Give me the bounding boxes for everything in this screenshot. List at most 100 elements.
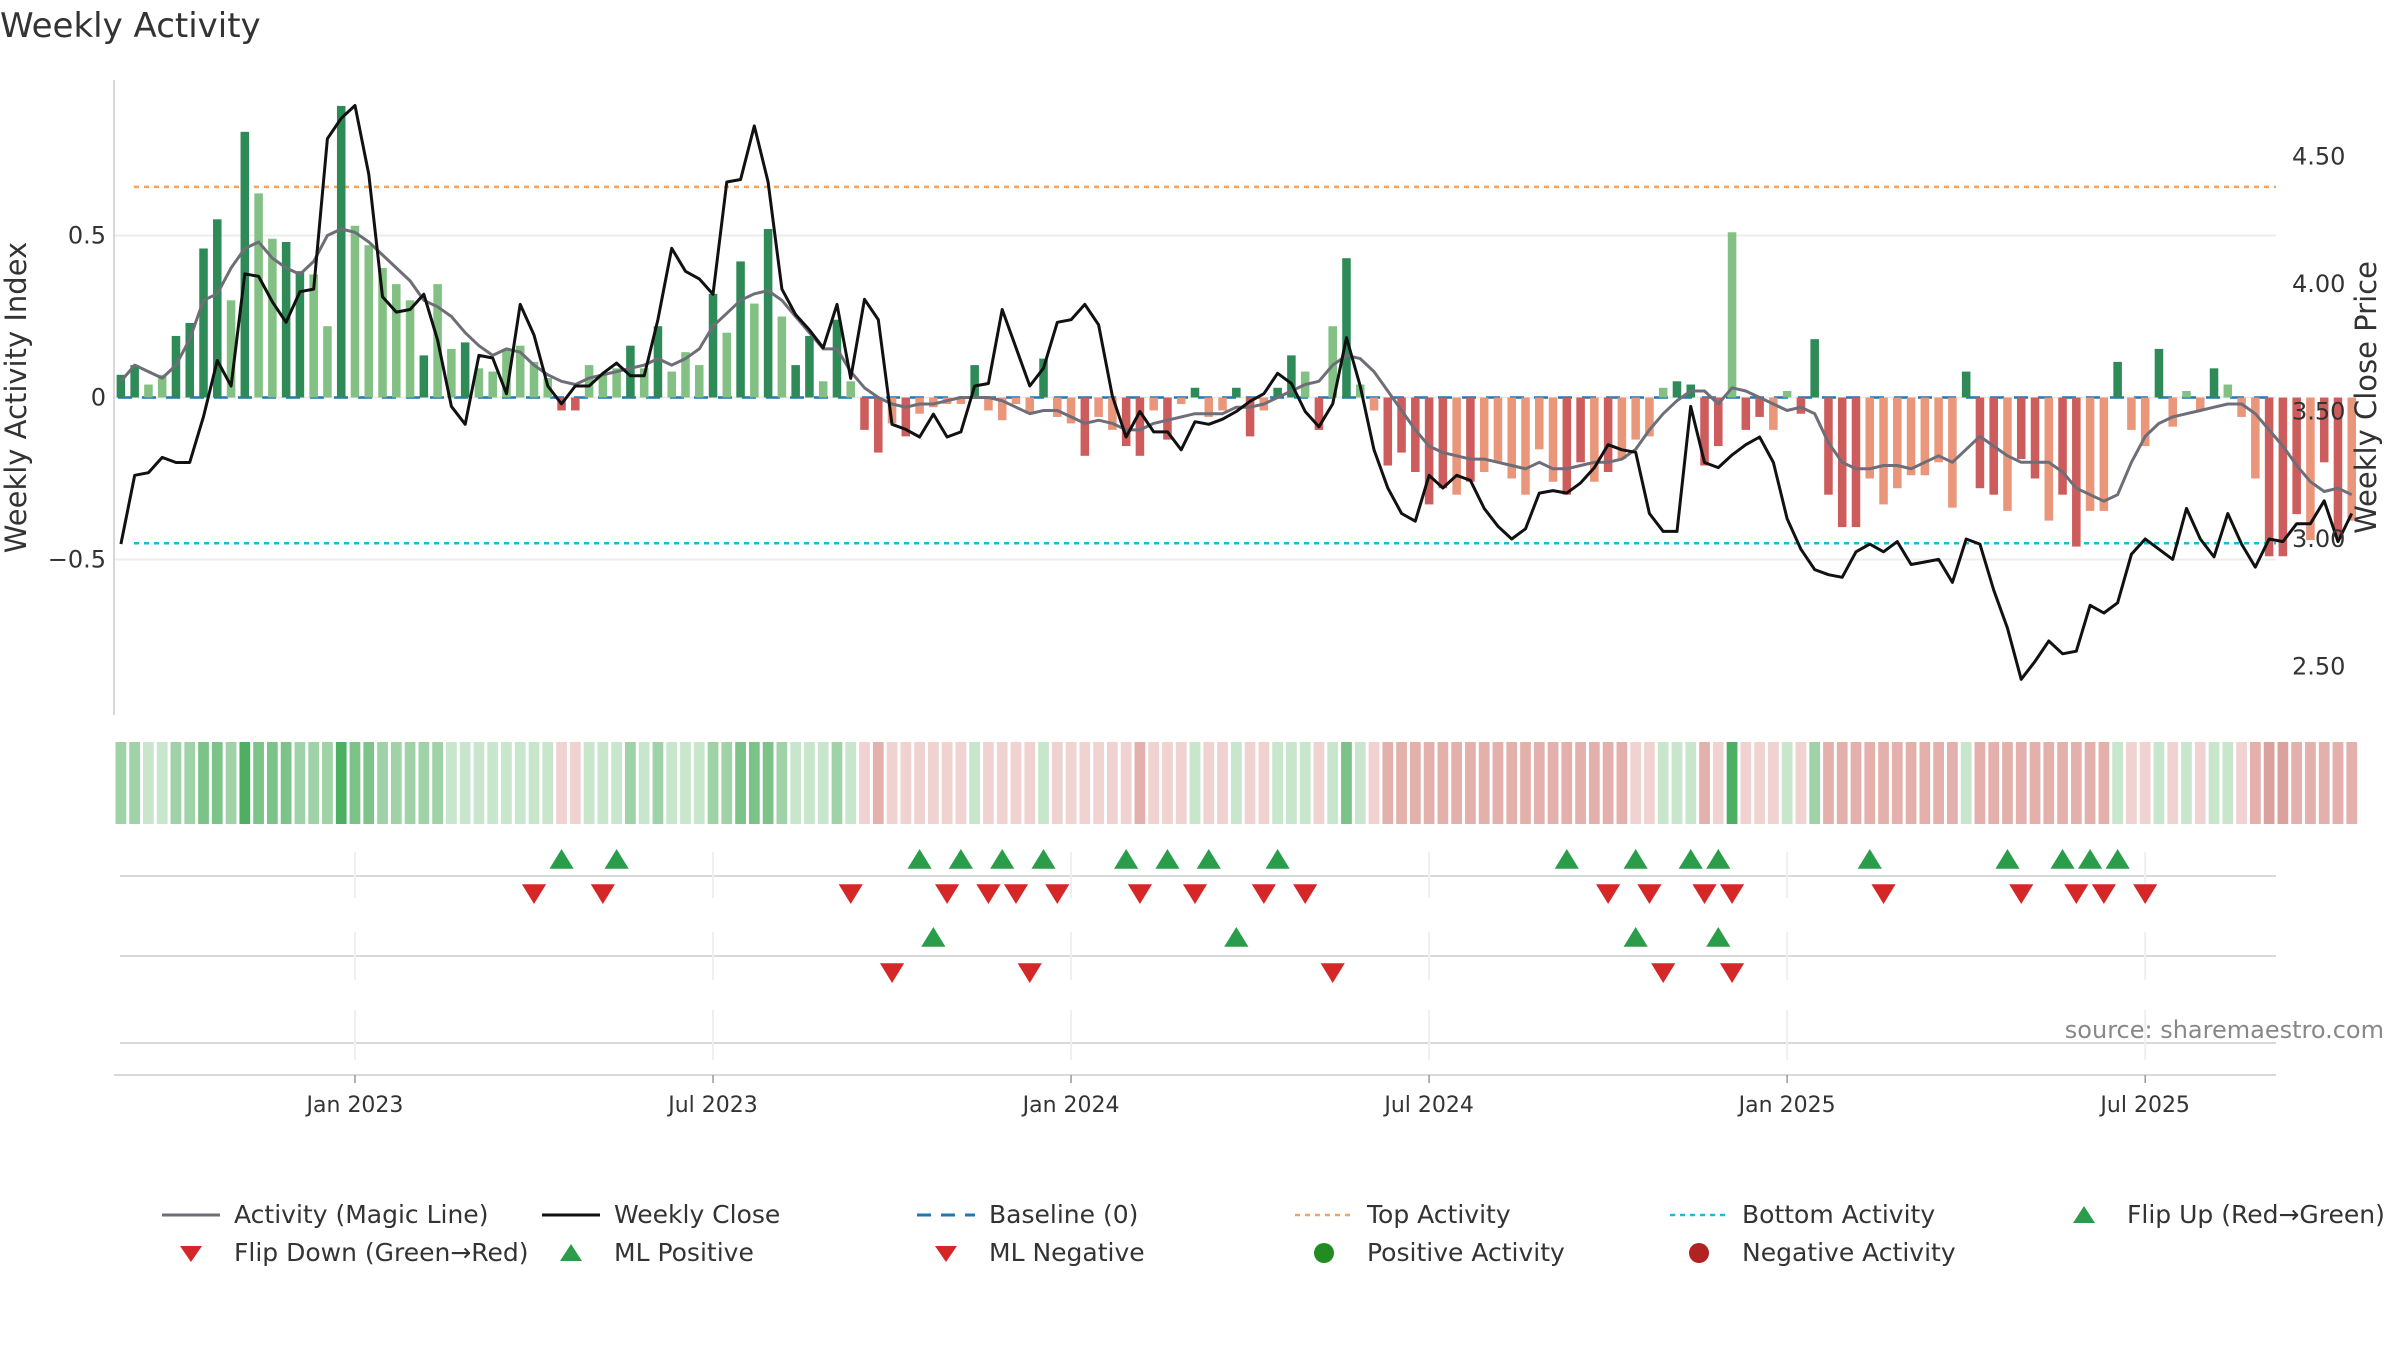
legend-label: ML Positive (614, 1238, 754, 1267)
activity-bar (1879, 397, 1888, 505)
flip-up-marker (1265, 849, 1290, 869)
activity-bar (1135, 397, 1145, 456)
heat-cell (2236, 742, 2247, 824)
heat-cell (2084, 742, 2096, 824)
legend-swatch-negact (1689, 1242, 1709, 1263)
heat-cell (1754, 742, 1765, 824)
activity-bar (722, 332, 732, 398)
heat-cell (1685, 742, 1697, 824)
activity-bar (901, 397, 911, 437)
legend-swatch-close (542, 1213, 600, 1216)
flip-down-marker (1637, 884, 1662, 904)
heat-cell (1327, 742, 1339, 824)
activity-bar (1466, 397, 1475, 482)
heat-cell (556, 742, 567, 824)
flip-up-marker (1706, 849, 1731, 869)
legend-swatch-bottom (1670, 1213, 1728, 1216)
heat-cell (335, 742, 347, 824)
heat-cell (872, 742, 884, 824)
ml-negative-marker (1017, 963, 1042, 983)
heat-cell (542, 742, 554, 824)
flip-up-marker (2077, 849, 2103, 869)
ml-positive-marker (1623, 927, 1648, 947)
heat-cell (1354, 742, 1366, 824)
activity-bar (1672, 381, 1682, 398)
flip-down-marker (2091, 884, 2116, 904)
y-tick-label: 0.5 (68, 222, 106, 250)
heat-cell (1396, 742, 1407, 824)
y2-tick-label: 4.50 (2292, 143, 2345, 171)
heat-cell (1905, 742, 1917, 824)
heat-cell (528, 742, 540, 824)
activity-bar (2168, 397, 2177, 427)
y-axis-label: Weekly Activity Index (0, 242, 33, 553)
activity-bar (529, 361, 539, 398)
heat-cell (322, 742, 333, 824)
activity-bar (708, 293, 718, 398)
flip-up-marker (1857, 849, 1882, 869)
activity-bar (2044, 397, 2054, 521)
activity-bar (1218, 397, 1227, 411)
flip-up-marker (1114, 849, 1139, 869)
activity-bar (667, 371, 676, 398)
heat-cell (748, 742, 760, 824)
activity-bar (1176, 397, 1186, 404)
activity-bar (336, 105, 346, 398)
activity-bar (736, 261, 745, 398)
heat-cell (266, 742, 278, 824)
weekly-activity-chart: 0.5 0 −0.5 4.50 4.00 3.50 3.00 2.50 Weekly Activ… (0, 80, 2383, 1118)
flip-down-marker (1251, 884, 1276, 904)
heat-cell (1010, 742, 1022, 824)
heat-cell (198, 742, 209, 824)
legend-label: Bottom Activity (1742, 1200, 1936, 1229)
x-tick-label: Jul 2023 (666, 1093, 758, 1118)
heat-cell (914, 742, 925, 824)
flip-down-marker (1182, 884, 1208, 904)
flip-down-marker (521, 884, 547, 904)
activity-bar (2016, 397, 2026, 460)
heat-cell (2057, 742, 2068, 824)
heat-cell (1547, 742, 1559, 824)
heat-cell (680, 742, 691, 824)
flip-down-marker (838, 884, 863, 904)
heat-cell (1630, 742, 1642, 824)
activity-bar (1534, 397, 1544, 450)
heat-cell (280, 742, 292, 824)
activity-bar (1521, 397, 1530, 495)
heat-cell (983, 742, 994, 824)
legend-item-top: Top Activity (1293, 1200, 1511, 1229)
heat-cell (1148, 742, 1160, 824)
heat-strip (115, 742, 2358, 824)
heat-cell (404, 742, 416, 824)
activity-bar (1617, 397, 1627, 460)
heat-cell (156, 742, 168, 824)
activity-bar (2347, 397, 2357, 521)
activity-bar (1411, 397, 1420, 473)
heat-cell (2318, 742, 2330, 824)
activity-bar (805, 335, 814, 398)
heat-cell (790, 742, 802, 824)
flip-down-marker (1127, 884, 1153, 904)
activity-bar (1906, 397, 1916, 476)
y2-tick-label: 3.00 (2292, 525, 2345, 553)
heat-cell (1134, 742, 1146, 824)
heat-cell (941, 742, 953, 824)
activity-bar (2030, 397, 2040, 479)
activity-bar (2333, 397, 2343, 537)
heat-cell (1588, 742, 1600, 824)
heat-cell (1795, 742, 1807, 824)
activity-bar (447, 348, 456, 398)
heat-cell (1313, 742, 1325, 824)
activity-bar (1961, 371, 1971, 398)
heat-cell (1079, 742, 1091, 824)
legend-label: Negative Activity (1742, 1238, 1956, 1267)
heat-cell (294, 742, 306, 824)
heat-cell (762, 742, 774, 824)
activity-bar (2223, 384, 2233, 398)
flip-down-marker (1692, 884, 1717, 904)
activity-bar (1383, 397, 1393, 466)
heat-cell (2139, 742, 2151, 824)
legend-swatch-mlneg (935, 1245, 957, 1262)
flip-up-marker (1155, 849, 1180, 869)
source-credit: source: sharemaestro.com (2064, 1016, 2384, 1044)
